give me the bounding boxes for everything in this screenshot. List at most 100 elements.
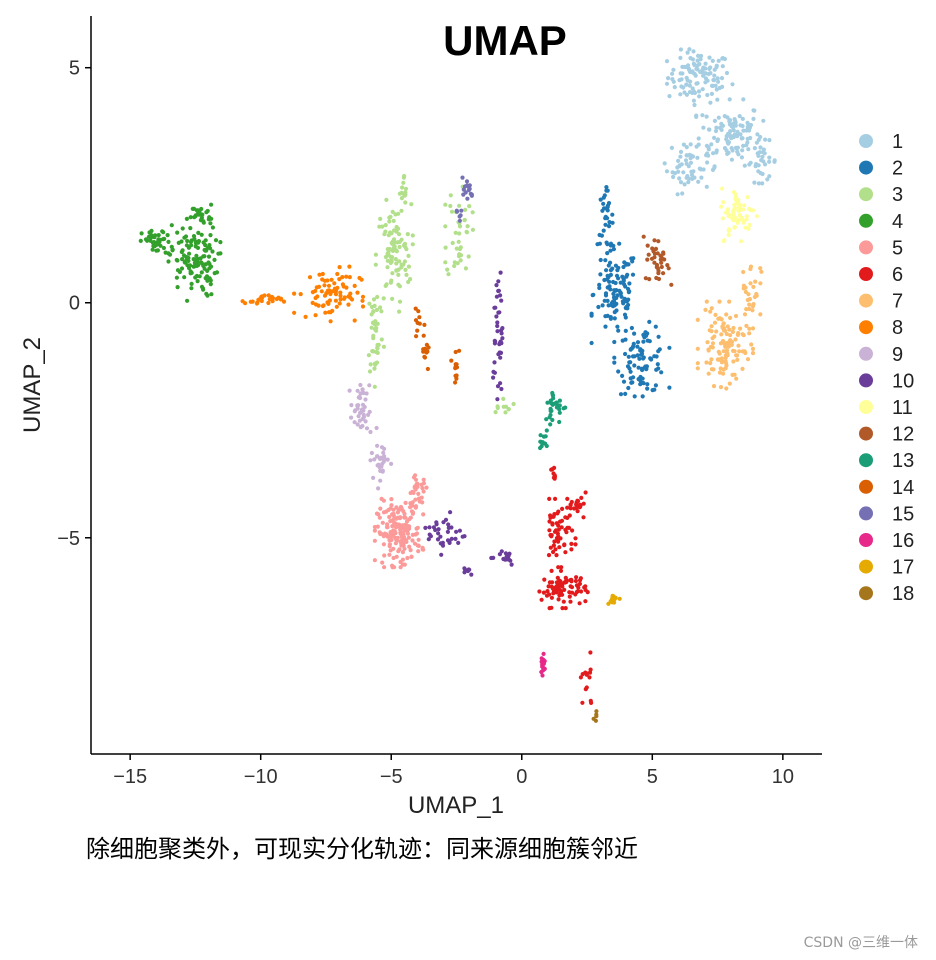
cell-point bbox=[705, 340, 710, 345]
cell-point bbox=[199, 270, 204, 275]
cell-point bbox=[739, 155, 745, 160]
cell-point bbox=[405, 555, 410, 561]
cell-point bbox=[638, 382, 643, 387]
cell-point bbox=[569, 579, 574, 584]
cell-point bbox=[405, 531, 410, 536]
cell-point bbox=[547, 496, 552, 501]
cell-point bbox=[614, 308, 619, 313]
cell-point bbox=[612, 355, 617, 360]
cell-point bbox=[338, 297, 343, 302]
cell-point bbox=[581, 515, 586, 520]
x-tick-label: −15 bbox=[113, 766, 147, 788]
cell-point bbox=[738, 239, 744, 244]
cell-point bbox=[457, 528, 462, 533]
umap-scatter-chart: UMAP −15 −10 −5 0 5 10 50−5 UMAP_1 UMAP_2 123… bbox=[19, 16, 914, 819]
cell-point bbox=[467, 183, 472, 188]
cell-point bbox=[377, 456, 383, 461]
cell-point bbox=[680, 191, 685, 196]
cell-point bbox=[413, 497, 418, 502]
cell-point bbox=[360, 298, 365, 303]
cell-point bbox=[361, 390, 366, 396]
cell-point bbox=[401, 262, 406, 267]
cell-point bbox=[701, 125, 706, 130]
cell-point bbox=[752, 146, 758, 151]
cell-point bbox=[695, 67, 700, 72]
cell-point bbox=[389, 461, 394, 466]
cell-point bbox=[551, 591, 556, 596]
cell-point bbox=[717, 351, 722, 356]
cell-point bbox=[416, 491, 421, 496]
cell-point bbox=[367, 301, 372, 306]
cell-point bbox=[688, 79, 693, 84]
cell-point bbox=[749, 342, 754, 347]
cell-point bbox=[722, 146, 728, 151]
cell-point bbox=[710, 345, 715, 350]
cell-point bbox=[179, 266, 185, 271]
legend-label: 12 bbox=[892, 424, 914, 446]
cell-point bbox=[714, 65, 719, 70]
cell-point bbox=[292, 310, 297, 315]
cell-point bbox=[699, 175, 704, 180]
cell-point bbox=[342, 295, 347, 300]
cell-point bbox=[328, 291, 333, 297]
cell-point bbox=[185, 298, 190, 303]
cell-point bbox=[562, 542, 567, 547]
cell-point bbox=[735, 129, 740, 134]
cell-point bbox=[602, 298, 607, 303]
cell-point bbox=[733, 196, 738, 201]
cell-point bbox=[697, 166, 702, 171]
cell-point bbox=[569, 541, 574, 547]
cluster-10-points bbox=[423, 270, 514, 577]
cell-point bbox=[434, 520, 439, 525]
cell-point bbox=[750, 308, 755, 313]
cell-point bbox=[607, 220, 612, 225]
cell-point bbox=[745, 195, 750, 200]
legend-label: 13 bbox=[892, 450, 914, 472]
cell-point bbox=[736, 152, 741, 157]
cell-point bbox=[543, 441, 548, 446]
cell-point bbox=[709, 142, 714, 147]
cell-point bbox=[617, 241, 622, 246]
cell-point bbox=[348, 295, 353, 300]
cell-point bbox=[423, 525, 428, 531]
cell-point bbox=[741, 207, 746, 212]
cell-point bbox=[495, 320, 500, 325]
cell-point bbox=[405, 232, 410, 237]
cell-point bbox=[692, 90, 698, 95]
cell-point bbox=[457, 246, 463, 252]
cell-point bbox=[687, 176, 692, 181]
cell-point bbox=[623, 337, 628, 342]
cell-point bbox=[415, 484, 420, 489]
cell-point bbox=[717, 125, 723, 130]
cell-point bbox=[727, 119, 732, 124]
cell-point bbox=[710, 167, 716, 172]
cell-point bbox=[637, 356, 642, 361]
cell-point bbox=[714, 329, 719, 334]
cell-point bbox=[393, 541, 398, 546]
legend-swatch bbox=[859, 320, 873, 335]
legend-label: 17 bbox=[892, 557, 914, 579]
cell-point bbox=[565, 505, 570, 510]
cell-point bbox=[180, 257, 185, 262]
cell-point bbox=[399, 538, 404, 543]
cell-point bbox=[402, 259, 407, 264]
cell-point bbox=[695, 155, 700, 160]
cell-point bbox=[575, 499, 581, 504]
cell-point bbox=[333, 292, 339, 297]
cell-point bbox=[750, 346, 756, 351]
cell-point bbox=[379, 445, 385, 450]
cell-point bbox=[389, 503, 394, 508]
cell-point bbox=[413, 477, 419, 482]
cell-point bbox=[557, 545, 562, 550]
cell-point bbox=[574, 589, 580, 595]
cell-point bbox=[720, 359, 725, 364]
cell-point bbox=[553, 547, 558, 552]
legend-swatch bbox=[859, 586, 873, 601]
cell-point bbox=[554, 405, 560, 410]
cell-point bbox=[399, 196, 404, 201]
cell-point bbox=[196, 230, 201, 235]
cell-point bbox=[349, 403, 354, 408]
cell-point bbox=[274, 296, 279, 302]
cell-point bbox=[641, 381, 646, 386]
cell-point bbox=[453, 349, 458, 355]
